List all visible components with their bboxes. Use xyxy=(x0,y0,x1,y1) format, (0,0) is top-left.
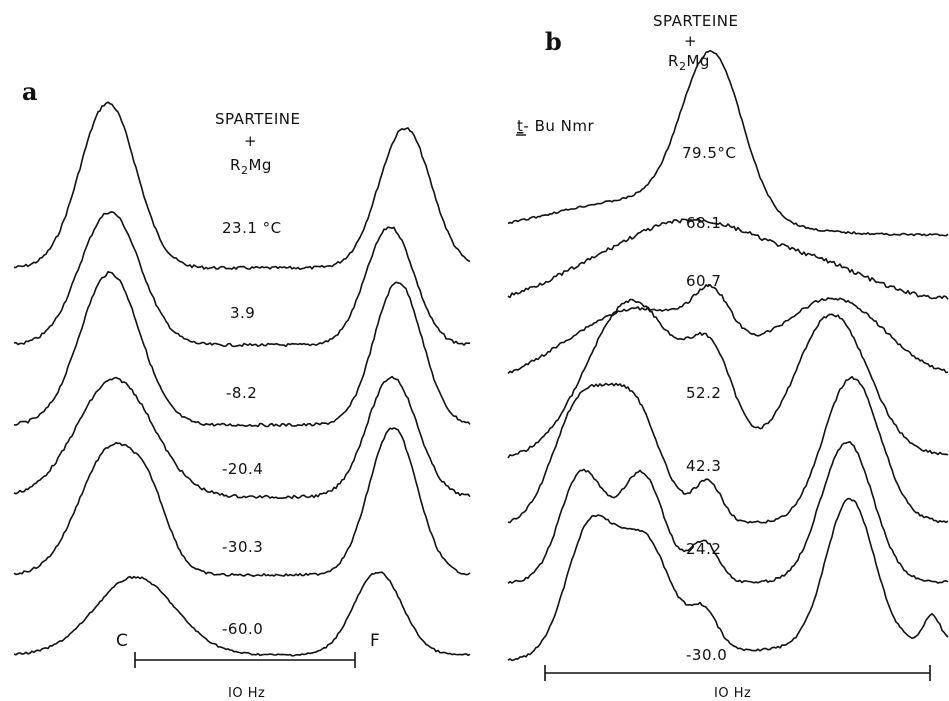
panel-b-nucleus-label: t- Bu Nmr xyxy=(516,117,594,136)
panel-b-spectrum-trace-4 xyxy=(507,298,949,459)
panel-a-temp-5: -30.3 xyxy=(222,538,263,556)
panel-b-reagent-top: SPARTEINE xyxy=(653,12,738,30)
panel-a-spectrum-trace-1 xyxy=(14,101,471,271)
panel-b-spectrum-trace-6 xyxy=(507,441,949,584)
panel-b-reagent-r2mg: R2Mg xyxy=(668,52,710,73)
panel-b-temp-4: 52.2 xyxy=(686,384,721,402)
panel-b-spectrum-trace-1 xyxy=(507,50,949,237)
panel-b-reagent-label: SPARTEINE + R2Mg xyxy=(653,12,738,73)
panel-b-temp-7: -30.0 xyxy=(686,646,727,664)
panel-a-temp-4: -20.4 xyxy=(222,460,263,478)
panel-a-letter: a xyxy=(22,77,38,106)
panel-a-reagent-top: SPARTEINE xyxy=(215,110,300,128)
panel-b-spectrum-trace-5 xyxy=(507,375,949,524)
panel-a-reagent-r2mg: R2Mg xyxy=(230,156,272,177)
panel-b-reagent-plus: + xyxy=(684,32,697,50)
panel-a-scale-bar xyxy=(134,652,356,668)
panel-b-temp-5: 42.3 xyxy=(686,457,721,475)
panel-a-scale-label: IO Hz xyxy=(228,686,265,701)
panel-a-temp-6: -60.0 xyxy=(222,620,263,638)
panel-a-spectrum-trace-4 xyxy=(13,375,471,500)
panel-a-spectrum-trace-5 xyxy=(13,427,471,577)
panel-b-temp-6: 24.2 xyxy=(686,540,721,558)
panel-a-temp-3: -8.2 xyxy=(226,384,257,402)
panel-b-temp-1: 79.5°C xyxy=(682,144,736,162)
panel-b-spectrum-trace-7 xyxy=(507,497,949,662)
panel-a-reagent-plus: + xyxy=(244,132,257,150)
panel-b-spectrum-trace-2 xyxy=(507,217,949,300)
panel-a-spectra xyxy=(13,101,471,657)
panel-b-temp-2: 68.1 xyxy=(686,214,721,232)
panel-a-spectrum-trace-3 xyxy=(13,271,471,428)
panel-a: a SPARTEINE + R2Mg 23.1 °C 3.9 -8.2 -20.… xyxy=(13,77,471,701)
panel-a-reagent-label: SPARTEINE + R2Mg xyxy=(215,110,300,177)
panel-b-letter: b xyxy=(545,27,562,56)
panel-a-spectrum-trace-2 xyxy=(13,211,471,348)
panel-b-spectrum-trace-3 xyxy=(507,284,949,375)
panel-b-spectra xyxy=(507,50,949,662)
panel-b-scale-label: IO Hz xyxy=(714,686,751,701)
svg-text:t- Bu Nmr: t- Bu Nmr xyxy=(517,117,594,135)
panel-b-temp-3: 60.7 xyxy=(686,272,721,290)
panel-a-temp-2: 3.9 xyxy=(230,304,255,322)
panel-b-nucleus-t: t xyxy=(517,117,523,135)
panel-a-temp-1: 23.1 °C xyxy=(222,219,282,237)
panel-b-nucleus-rest: - Bu Nmr xyxy=(523,117,594,135)
panel-a-spectrum-trace-6 xyxy=(13,571,471,657)
panel-b-scale-bar xyxy=(544,665,931,681)
panel-a-peak-f: F xyxy=(370,631,380,651)
panel-a-peak-c: C xyxy=(116,631,128,651)
panel-b: b SPARTEINE + R2Mg t- Bu Nmr 79.5°C 68.1… xyxy=(507,12,949,701)
